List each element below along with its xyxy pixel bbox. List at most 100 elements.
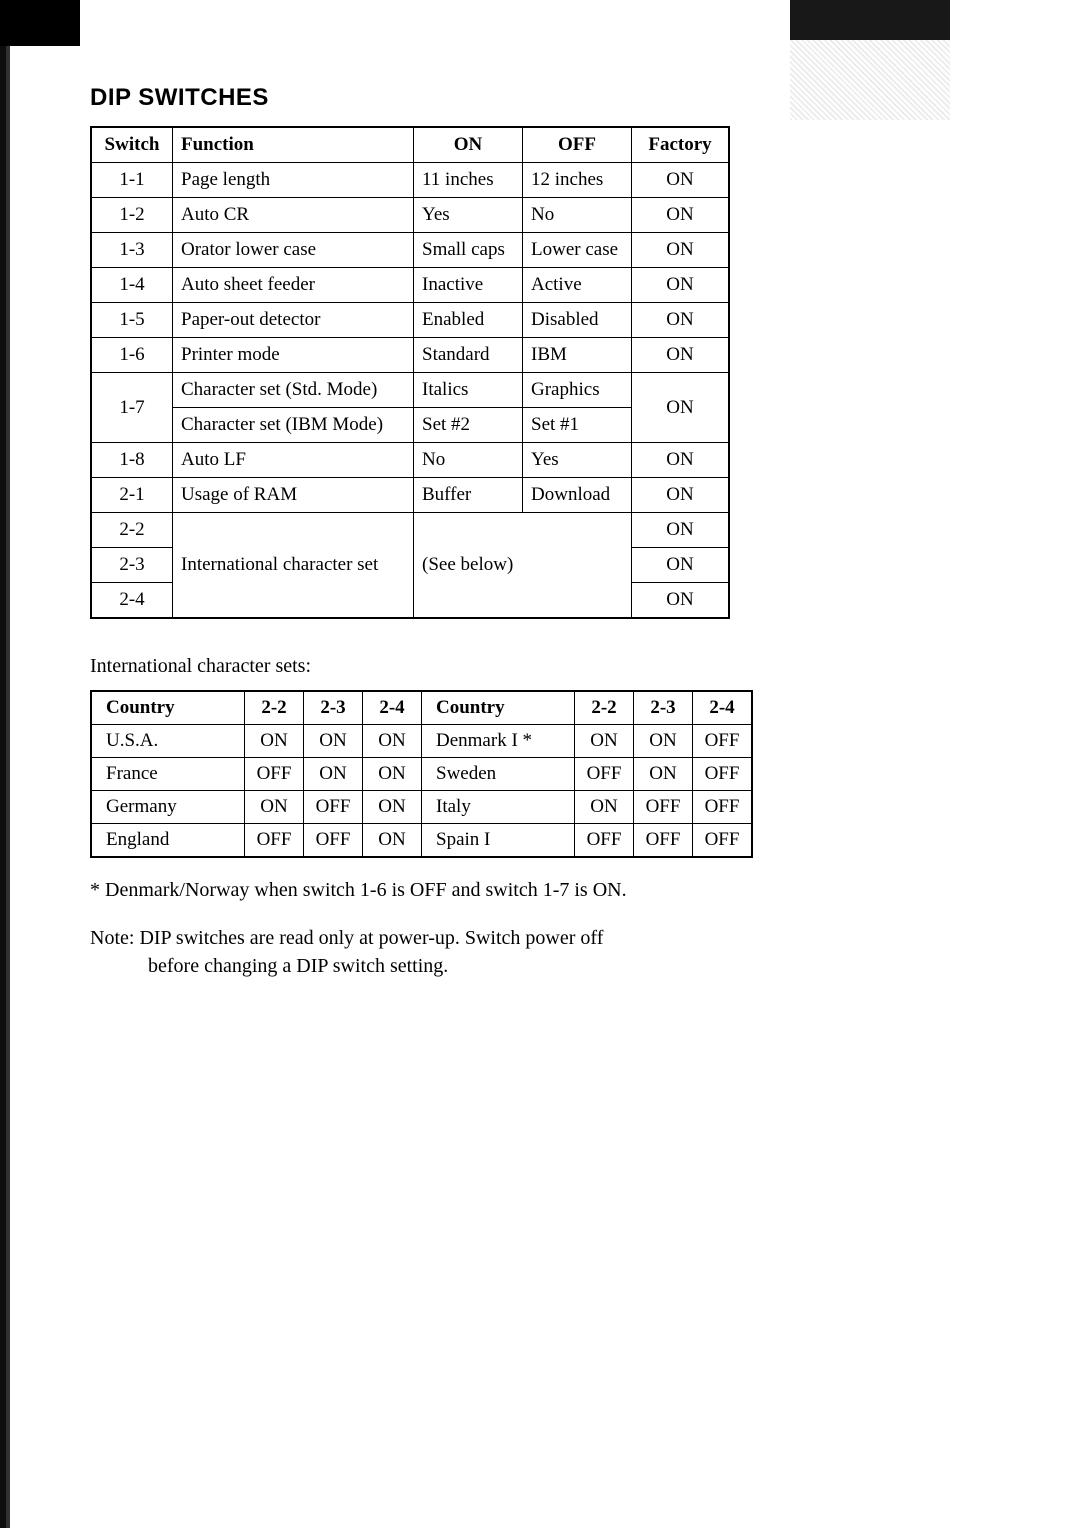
switch-cell: ON [363, 758, 422, 791]
cell-off: 12 inches [523, 163, 632, 198]
switch-cell: OFF [693, 791, 753, 824]
cell-factory: ON [632, 163, 730, 198]
cell-factory: ON [632, 338, 730, 373]
cell-factory: ON [632, 373, 730, 443]
table-row: 2-2International character set(See below… [91, 513, 729, 548]
switch-cell: OFF [304, 791, 363, 824]
switch-cell: OFF [245, 824, 304, 858]
country-cell: Italy [422, 791, 575, 824]
cell-off: Download [523, 478, 632, 513]
cell-function: Character set (Std. Mode) [173, 373, 414, 408]
col-switch: Switch [91, 127, 173, 163]
cell-switch: 1-3 [91, 233, 173, 268]
cell-switch: 1-4 [91, 268, 173, 303]
switch-cell: ON [575, 791, 634, 824]
cell-factory: ON [632, 478, 730, 513]
col-country-l: Country [91, 691, 245, 725]
switch-cell: ON [575, 725, 634, 758]
cell-on: Set #2 [414, 408, 523, 443]
cell-factory: ON [632, 443, 730, 478]
cell-factory: ON [632, 233, 730, 268]
binding-edge-artifact [0, 0, 24, 1528]
cell-function: Character set (IBM Mode) [173, 408, 414, 443]
cell-switch: 1-2 [91, 198, 173, 233]
cell-function: Auto CR [173, 198, 414, 233]
switch-cell: OFF [245, 758, 304, 791]
switch-cell: ON [363, 791, 422, 824]
table-row: 1-5Paper-out detectorEnabledDisabledON [91, 303, 729, 338]
cell-switch: 1-8 [91, 443, 173, 478]
country-cell: Germany [91, 791, 245, 824]
col-l-23: 2-3 [304, 691, 363, 725]
cell-off: Set #1 [523, 408, 632, 443]
cell-see-below: (See below) [414, 513, 632, 619]
cell-factory: ON [632, 513, 730, 548]
cell-off: Lower case [523, 233, 632, 268]
switch-cell: ON [363, 824, 422, 858]
page-content: DIP SWITCHES Switch Function ON OFF Fact… [90, 84, 910, 980]
col-on: ON [414, 127, 523, 163]
switch-cell: ON [634, 725, 693, 758]
country-row: U.S.A.ONONONDenmark I *ONONOFF [91, 725, 752, 758]
cell-on: Inactive [414, 268, 523, 303]
switch-cell: ON [304, 758, 363, 791]
cell-switch: 2-1 [91, 478, 173, 513]
cell-function: Auto LF [173, 443, 414, 478]
cell-on: Italics [414, 373, 523, 408]
cell-switch: 2-2 [91, 513, 173, 548]
table-row: 2-1Usage of RAMBufferDownloadON [91, 478, 729, 513]
cell-on: Small caps [414, 233, 523, 268]
cell-function: Printer mode [173, 338, 414, 373]
country-row: GermanyONOFFONItalyONOFFOFF [91, 791, 752, 824]
cell-switch: 2-4 [91, 583, 173, 619]
switch-cell: ON [634, 758, 693, 791]
cell-function: Auto sheet feeder [173, 268, 414, 303]
switch-cell: OFF [693, 824, 753, 858]
footnote: * Denmark/Norway when switch 1-6 is OFF … [90, 876, 810, 904]
col-off: OFF [523, 127, 632, 163]
switch-cell: ON [304, 725, 363, 758]
cell-switch: 1-6 [91, 338, 173, 373]
cell-factory: ON [632, 548, 730, 583]
cell-factory: ON [632, 583, 730, 619]
country-row: EnglandOFFOFFONSpain IOFFOFFOFF [91, 824, 752, 858]
col-function: Function [173, 127, 414, 163]
switch-cell: OFF [634, 791, 693, 824]
cell-switch: 1-5 [91, 303, 173, 338]
country-cell: Spain I [422, 824, 575, 858]
switch-cell: OFF [575, 824, 634, 858]
cell-switch: 2-3 [91, 548, 173, 583]
country-header-row: Country 2-2 2-3 2-4 Country 2-2 2-3 2-4 [91, 691, 752, 725]
page-title: DIP SWITCHES [90, 84, 910, 112]
cell-function: Orator lower case [173, 233, 414, 268]
switch-cell: OFF [575, 758, 634, 791]
cell-switch: 1-1 [91, 163, 173, 198]
switch-cell: ON [245, 791, 304, 824]
note-block: Note: DIP switches are read only at powe… [90, 924, 810, 980]
switch-cell: OFF [693, 758, 753, 791]
cell-function: International character set [173, 513, 414, 619]
col-country-r: Country [422, 691, 575, 725]
switch-cell: ON [363, 725, 422, 758]
switch-cell: ON [245, 725, 304, 758]
dip-switch-table: Switch Function ON OFF Factory 1-1Page l… [90, 126, 730, 619]
country-cell: Denmark I * [422, 725, 575, 758]
table-row: 1-3Orator lower caseSmall capsLower case… [91, 233, 729, 268]
col-r-22: 2-2 [575, 691, 634, 725]
cell-function: Usage of RAM [173, 478, 414, 513]
cell-on: No [414, 443, 523, 478]
cell-off: No [523, 198, 632, 233]
country-cell: France [91, 758, 245, 791]
country-cell: Sweden [422, 758, 575, 791]
cell-on: 11 inches [414, 163, 523, 198]
cell-off: Disabled [523, 303, 632, 338]
cell-off: Yes [523, 443, 632, 478]
table-row: 1-8Auto LFNoYesON [91, 443, 729, 478]
cell-function: Paper-out detector [173, 303, 414, 338]
cell-function: Page length [173, 163, 414, 198]
note-text-1: DIP switches are read only at power-up. … [139, 927, 603, 949]
col-l-22: 2-2 [245, 691, 304, 725]
country-table: Country 2-2 2-3 2-4 Country 2-2 2-3 2-4 … [90, 690, 753, 858]
table-row: 1-2Auto CRYesNoON [91, 198, 729, 233]
switch-cell: OFF [634, 824, 693, 858]
